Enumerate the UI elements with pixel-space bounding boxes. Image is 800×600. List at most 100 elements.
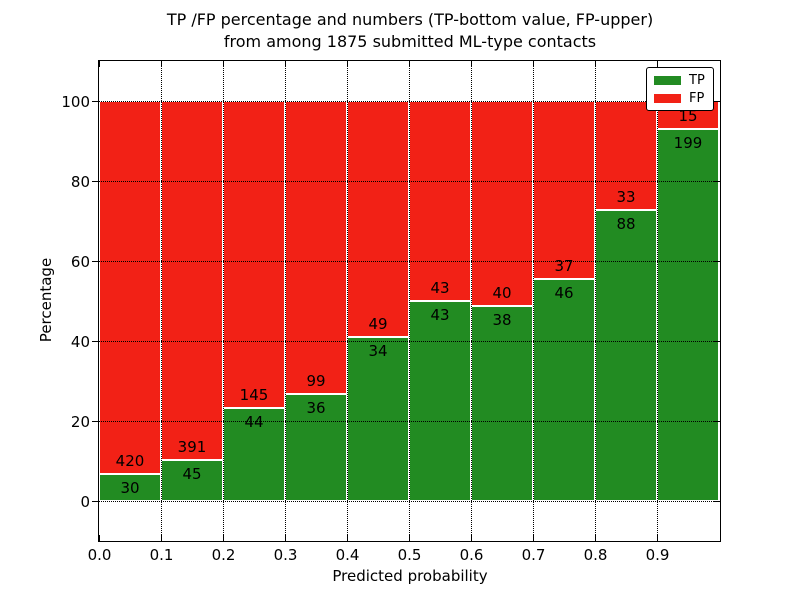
- tp-swatch-icon: [654, 76, 681, 85]
- y-tick-label: 20: [70, 412, 90, 431]
- vertical-gridline: [470, 61, 472, 541]
- bar-tp-segment: [99, 474, 161, 501]
- x-tick-bottom: [346, 535, 348, 541]
- x-tick-bottom: [594, 535, 596, 541]
- bar-fp-segment: [285, 101, 347, 395]
- horizontal-gridline: [99, 260, 720, 262]
- x-tick-label: 0.8: [583, 546, 608, 564]
- y-tick-label: 40: [70, 332, 90, 351]
- horizontal-gridline: [99, 340, 720, 342]
- y-tick-right: [713, 260, 719, 262]
- tp-count-label: 199: [673, 134, 703, 153]
- x-tick-label: 0.1: [149, 546, 174, 564]
- y-tick-right: [713, 340, 719, 342]
- legend: TP FP: [646, 67, 714, 111]
- x-tick-top: [408, 61, 410, 67]
- legend-label: FP: [689, 91, 705, 106]
- x-tick-label: 0.5: [397, 546, 422, 564]
- fp-swatch-icon: [654, 94, 681, 103]
- fp-count-label: 145: [239, 385, 269, 404]
- bar-fp-segment: [347, 101, 409, 338]
- x-tick-bottom: [222, 535, 224, 541]
- bar-tp-segment: [595, 210, 657, 501]
- bar-tp-segment: [161, 459, 223, 501]
- horizontal-gridline: [99, 180, 720, 182]
- x-tick-bottom: [284, 535, 286, 541]
- vertical-gridline: [222, 61, 224, 541]
- x-tick-label: 0.0: [87, 546, 112, 564]
- bar-tp-segment: [409, 301, 471, 501]
- bar-fp-segment: [99, 101, 161, 475]
- vertical-gridline: [408, 61, 410, 541]
- tp-count-label: 36: [306, 399, 326, 418]
- x-tick-label: 0.6: [459, 546, 484, 564]
- x-tick-top: [532, 61, 534, 67]
- legend-item-fp: FP: [654, 92, 706, 105]
- y-tick-right: [713, 500, 719, 502]
- x-tick-bottom: [160, 535, 162, 541]
- vertical-gridline: [656, 61, 658, 541]
- x-axis-label: Predicted probability: [332, 567, 488, 585]
- bar-tp-segment: [657, 129, 719, 501]
- y-tick-left: [91, 260, 98, 262]
- y-tick-left: [91, 340, 98, 342]
- bar-fp-segment: [595, 101, 657, 211]
- y-tick-left: [91, 180, 98, 182]
- x-tick-top: [346, 61, 348, 67]
- fp-count-label: 15: [678, 107, 698, 126]
- bar-tp-segment: [223, 407, 285, 501]
- x-tick-label: 0.9: [645, 546, 670, 564]
- y-tick-left: [91, 500, 98, 502]
- y-tick-right: [713, 420, 719, 422]
- horizontal-gridline: [99, 420, 720, 422]
- chart-title-line2: from among 1875 submitted ML-type contac…: [223, 32, 597, 51]
- y-tick-label: 100: [61, 92, 90, 111]
- tp-count-label: 34: [368, 342, 388, 361]
- legend-item-tp: TP: [654, 74, 706, 87]
- vertical-gridline: [532, 61, 534, 541]
- tp-count-label: 30: [120, 479, 140, 498]
- y-tick-right: [713, 180, 719, 182]
- horizontal-gridline: [99, 500, 720, 502]
- x-tick-bottom: [656, 535, 658, 541]
- x-tick-bottom: [470, 535, 472, 541]
- bar-fp-segment: [223, 101, 285, 408]
- x-tick-label: 0.2: [211, 546, 236, 564]
- tp-count-label: 44: [244, 412, 264, 431]
- fp-count-label: 43: [430, 279, 450, 297]
- x-tick-label: 0.4: [335, 546, 360, 564]
- bar-fp-segment: [161, 101, 223, 460]
- x-tick-bottom: [532, 535, 534, 541]
- plot-area: 420 30 391 45 145 44 99 36 49 34 43 43 40 38 37 46 33 88 1…: [91, 60, 721, 542]
- tp-count-label: 38: [492, 311, 512, 330]
- x-tick-top: [656, 61, 658, 67]
- fp-count-label: 391: [177, 437, 207, 456]
- fp-count-label: 420: [115, 452, 145, 471]
- y-tick-left: [91, 420, 98, 422]
- bar-fp-segment: [533, 101, 595, 280]
- bar-fp-segment: [471, 101, 533, 307]
- x-tick-label: 0.7: [521, 546, 546, 564]
- x-tick-bottom: [98, 535, 100, 541]
- fp-count-label: 40: [492, 284, 512, 303]
- legend-label: TP: [689, 73, 705, 88]
- bar-tp-segment: [533, 279, 595, 501]
- tp-count-label: 45: [182, 464, 202, 483]
- vertical-gridline: [284, 61, 286, 541]
- vertical-gridline: [594, 61, 596, 541]
- x-tick-label: 0.3: [273, 546, 298, 564]
- chart-title-line1: TP /FP percentage and numbers (TP-bottom…: [166, 10, 654, 29]
- fp-count-label: 99: [306, 372, 326, 391]
- vertical-gridline: [160, 61, 162, 541]
- x-tick-top: [284, 61, 286, 67]
- x-tick-top: [160, 61, 162, 67]
- bar-tp-segment: [471, 306, 533, 501]
- fp-count-label: 49: [368, 315, 388, 334]
- bar-fp-segment: [409, 101, 471, 301]
- tp-count-label: 88: [616, 215, 636, 234]
- y-tick-left: [91, 100, 98, 102]
- fp-count-label: 33: [616, 188, 636, 207]
- y-tick-label: 0: [80, 492, 90, 511]
- x-tick-top: [594, 61, 596, 67]
